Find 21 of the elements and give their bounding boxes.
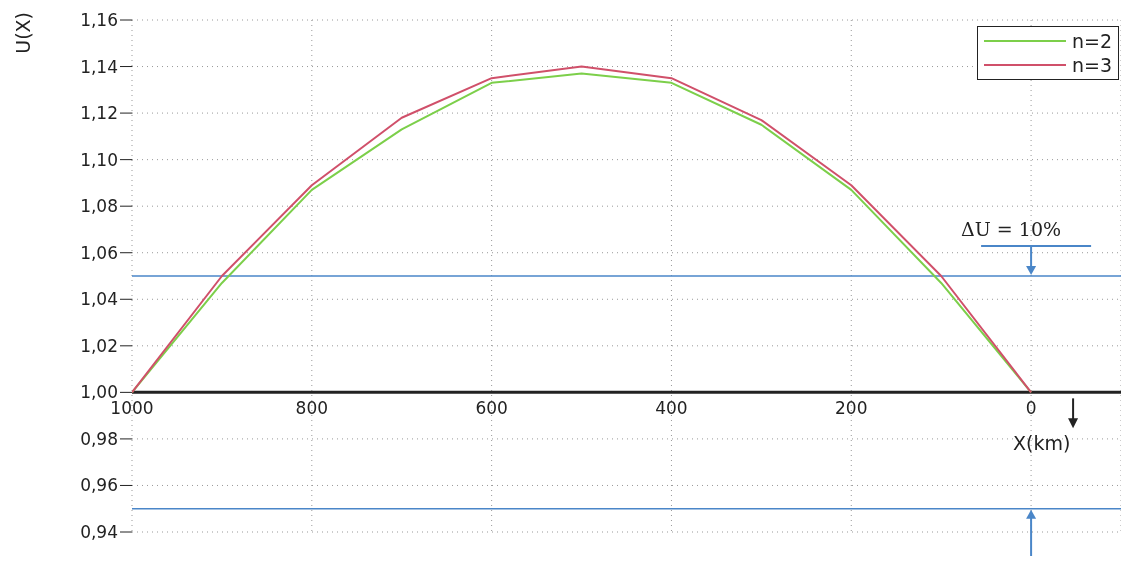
y-tick-label: 1,02 (80, 335, 118, 356)
y-tick-label: 1,10 (80, 149, 118, 170)
y-tick-label: 0,98 (80, 428, 118, 449)
x-tick-label: 400 (655, 398, 688, 419)
x-tick-label: 0 (1025, 398, 1037, 419)
x-tick-label: 600 (475, 398, 508, 419)
y-tick-label: 1,14 (80, 56, 118, 77)
x-tick-label: 800 (295, 398, 329, 419)
y-tick-label: 1,16 (80, 10, 118, 31)
y-tick-label: 0,94 (80, 522, 118, 543)
legend-label: n=2 (1071, 29, 1112, 53)
y-tick-label: 1,08 (80, 196, 118, 217)
x-tick-label: 200 (835, 398, 868, 419)
y-axis-title: U(X) (12, 12, 34, 54)
x-axis-title: X(km) (1013, 432, 1071, 455)
y-tick-label: 1,04 (80, 289, 118, 310)
legend-label: n=3 (1071, 53, 1112, 77)
annotation: ΔU = 10% (961, 218, 1062, 240)
y-tick-label: 1,06 (80, 242, 118, 263)
y-tick-label: 1,12 (80, 103, 118, 124)
y-tick-label: 0,96 (80, 475, 118, 496)
